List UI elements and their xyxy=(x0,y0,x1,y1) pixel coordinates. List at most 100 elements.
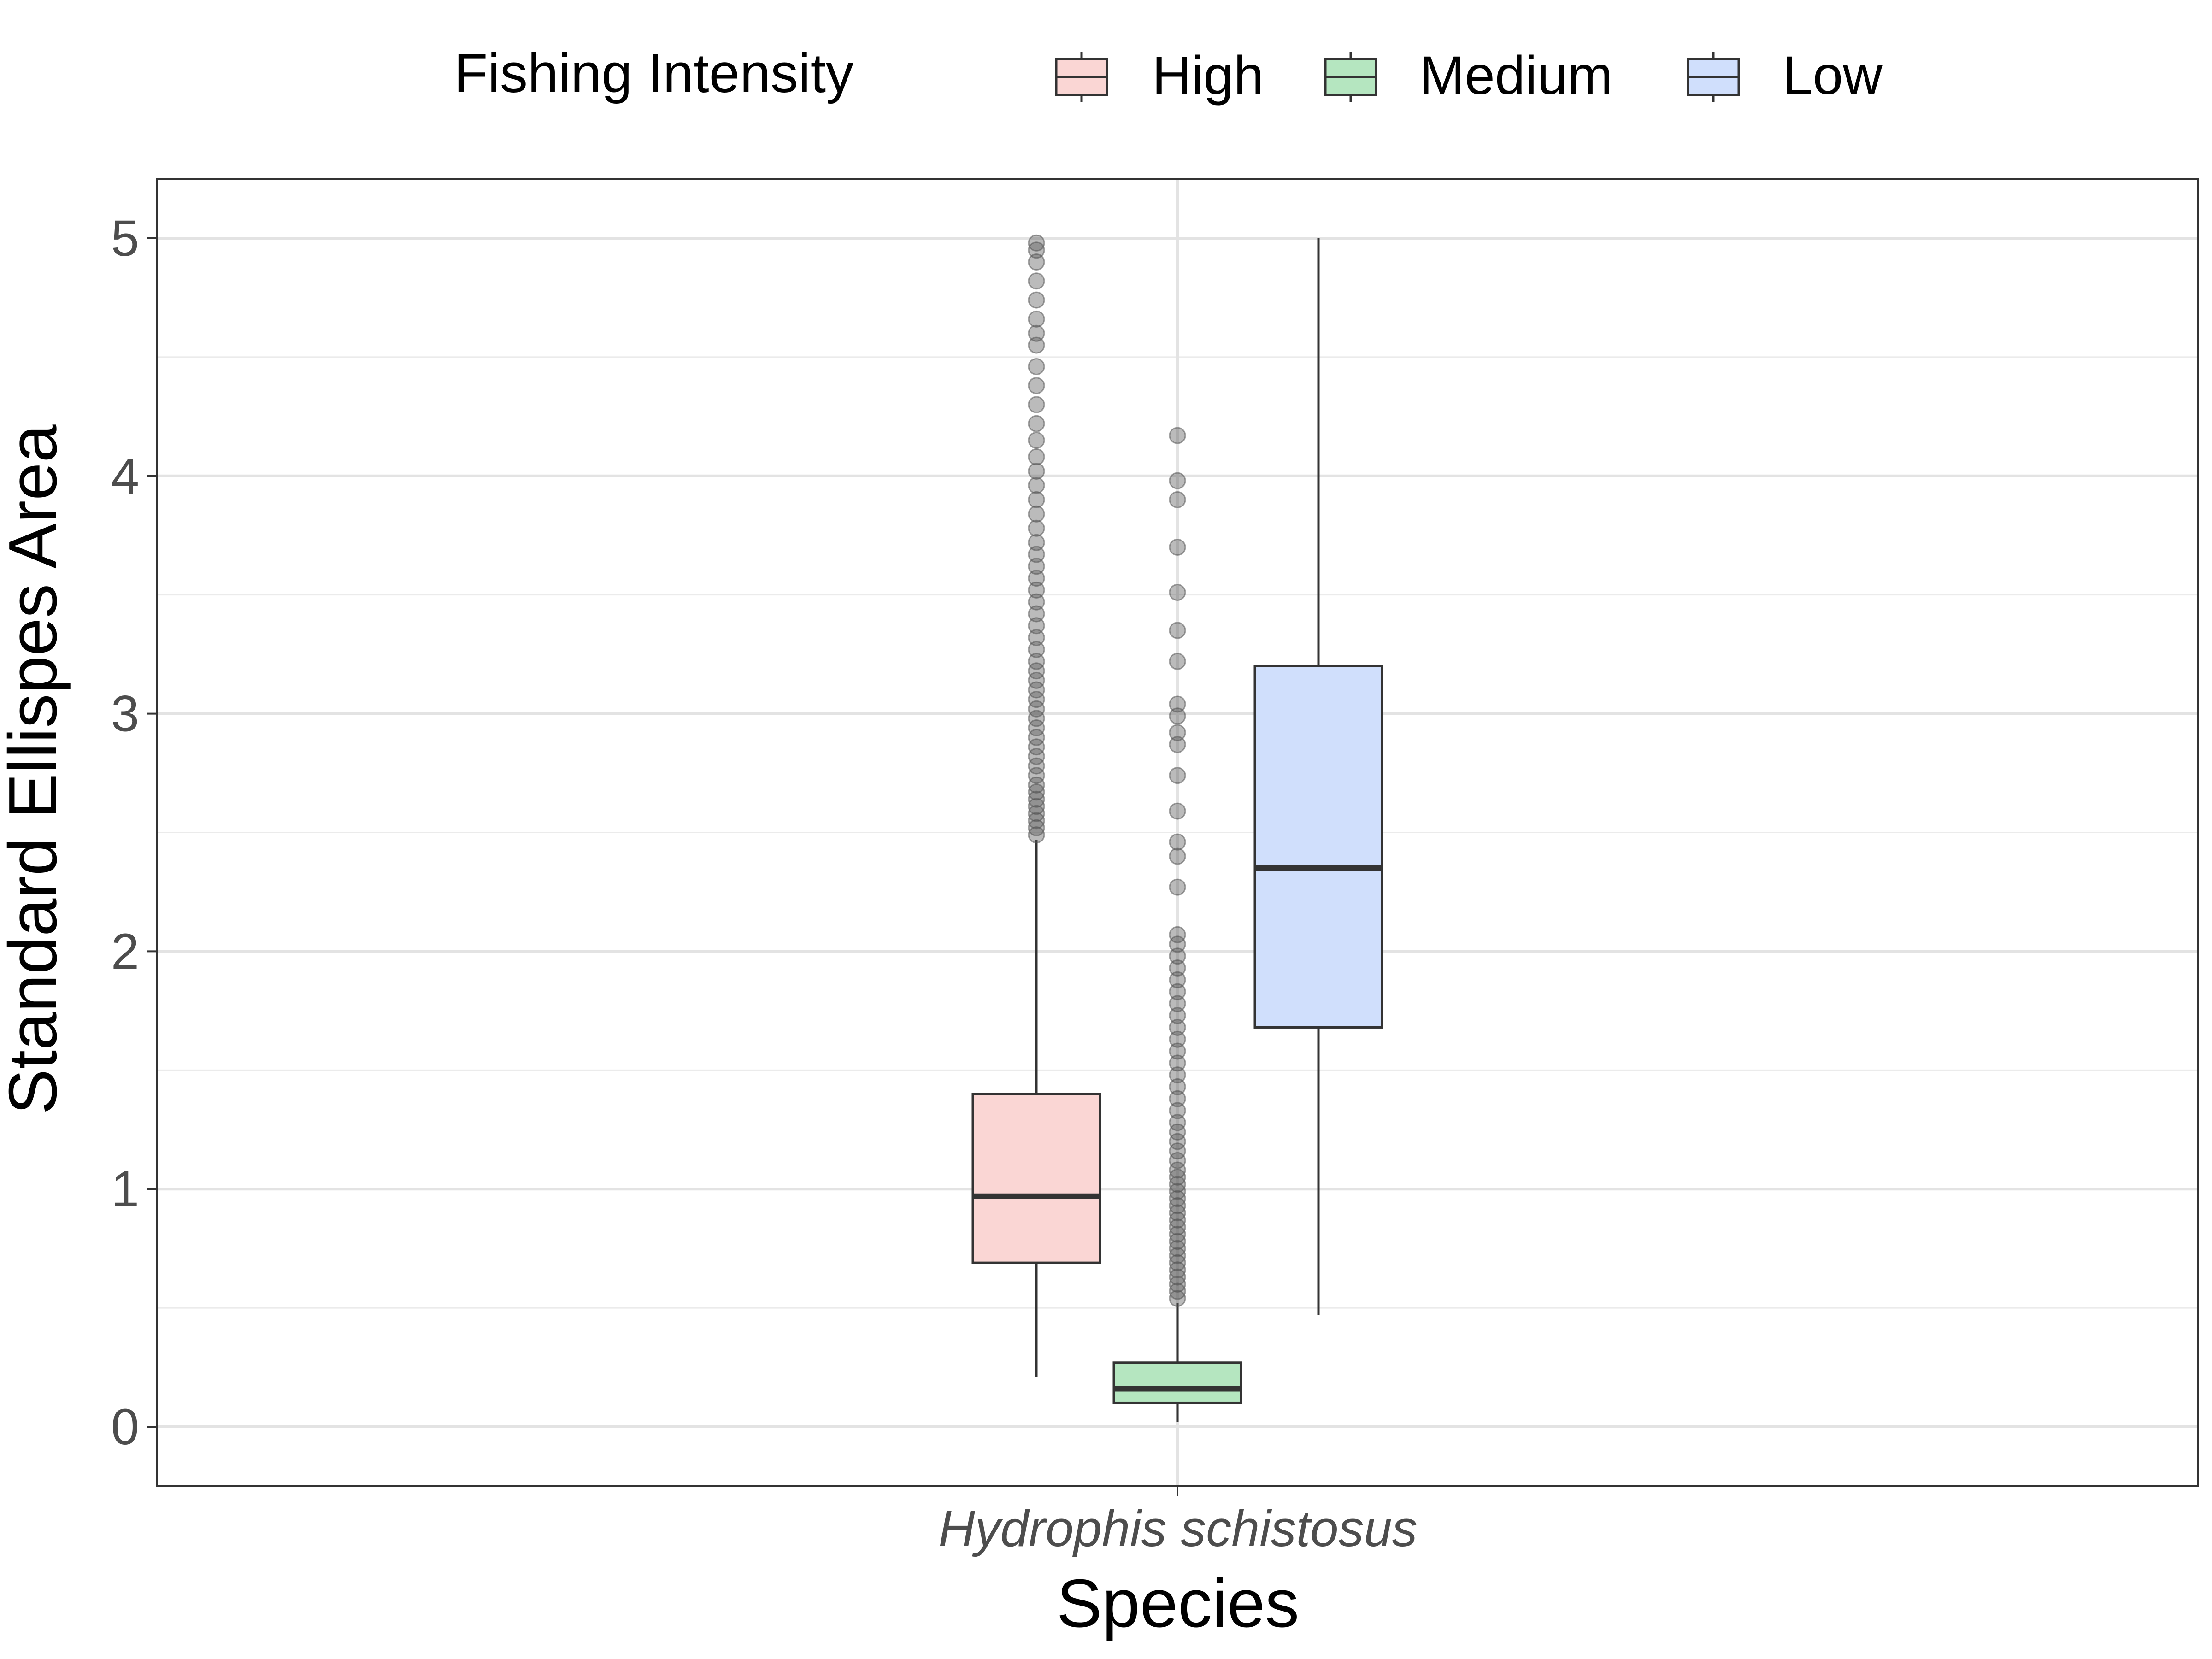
outlier-point xyxy=(1028,653,1045,670)
outlier-point xyxy=(1169,995,1186,1012)
outlier-point xyxy=(1028,505,1045,523)
box-low xyxy=(1253,238,1383,1315)
outlier-point xyxy=(1169,802,1186,820)
outlier-point xyxy=(1028,681,1045,699)
outlier-point xyxy=(1169,1261,1186,1279)
y-tick-label: 2 xyxy=(111,923,139,980)
box-series xyxy=(971,234,1383,1422)
outlier-point xyxy=(1028,767,1045,784)
outlier-point xyxy=(1169,1168,1186,1186)
outlier-point xyxy=(1028,272,1045,290)
outlier-point xyxy=(1028,415,1045,432)
outlier-point xyxy=(1169,1197,1186,1214)
outlier-point xyxy=(1169,878,1186,896)
plot-panel xyxy=(156,178,2199,1487)
outlier-point xyxy=(1169,1054,1186,1072)
outlier-point xyxy=(1169,959,1186,977)
x-tick-label-species: Hydrophis schistosus xyxy=(938,1500,1417,1557)
outlier-point xyxy=(1169,833,1186,851)
outlier-point xyxy=(1028,324,1045,342)
outlier-point xyxy=(1169,1161,1186,1179)
outlier-point xyxy=(1169,1290,1186,1307)
outlier-point xyxy=(1028,431,1045,449)
outlier-point xyxy=(1028,819,1045,836)
outlier-point xyxy=(1169,1190,1186,1207)
outlier-point xyxy=(1169,539,1186,556)
gridlines xyxy=(157,179,2198,1486)
outlier-point xyxy=(1028,700,1045,718)
outlier-point xyxy=(1169,1240,1186,1257)
outlier-point xyxy=(1028,662,1045,680)
outlier-point xyxy=(1169,1102,1186,1119)
legend: Fishing Intensity High Medium Low xyxy=(454,42,1883,106)
outlier-point xyxy=(1169,653,1186,670)
outlier-point xyxy=(1169,1204,1186,1222)
outlier-point xyxy=(1028,448,1045,466)
box-high xyxy=(971,234,1101,1377)
outlier-point xyxy=(1169,1152,1186,1169)
outlier-point xyxy=(1169,622,1186,639)
outlier-point xyxy=(1169,584,1186,601)
outlier-point xyxy=(1028,617,1045,635)
box-iqr xyxy=(1253,665,1383,1029)
outlier-point xyxy=(1028,358,1045,375)
y-tick-label: 5 xyxy=(111,210,139,267)
outlier-point xyxy=(1028,519,1045,537)
y-tick-label: 0 xyxy=(111,1399,139,1455)
outlier-point xyxy=(1169,1142,1186,1160)
outlier-point xyxy=(1169,1030,1186,1048)
outlier-point xyxy=(1028,570,1045,587)
outlier-point xyxy=(1169,491,1186,508)
outlier-point xyxy=(1028,710,1045,727)
outlier-point xyxy=(1028,291,1045,309)
legend-label-high: High xyxy=(1152,45,1264,106)
y-axis: 0 1 2 3 4 5 xyxy=(111,210,157,1455)
outlier-point xyxy=(1169,1090,1186,1107)
y-tick-label: 1 xyxy=(111,1161,139,1218)
outlier-point xyxy=(1169,736,1186,753)
outlier-point xyxy=(1169,767,1186,784)
outlier-point xyxy=(1028,776,1045,794)
outlier-point xyxy=(1169,1233,1186,1250)
outlier-point xyxy=(1169,1247,1186,1265)
outlier-point xyxy=(1028,336,1045,354)
outlier-point xyxy=(1028,691,1045,708)
outlier-point xyxy=(1028,790,1045,808)
outlier-point xyxy=(1028,812,1045,830)
box-iqr xyxy=(1112,1361,1242,1404)
legend-title: Fishing Intensity xyxy=(454,42,853,104)
outlier-point xyxy=(1169,695,1186,713)
outlier-point xyxy=(1028,738,1045,756)
outlier-point xyxy=(1169,1282,1186,1300)
outlier-point xyxy=(1028,671,1045,689)
outlier-point xyxy=(1169,971,1186,988)
outlier-point xyxy=(1169,707,1186,725)
box-iqr xyxy=(971,1093,1101,1264)
outlier-point xyxy=(1169,1078,1186,1095)
outlier-point xyxy=(1169,1018,1186,1036)
outlier-point xyxy=(1169,1268,1186,1286)
outlier-point xyxy=(1169,1066,1186,1084)
outlier-point xyxy=(1169,935,1186,953)
outlier-point xyxy=(1028,629,1045,647)
outlier-point xyxy=(1028,477,1045,494)
outlier-point xyxy=(1169,926,1186,943)
outlier-point xyxy=(1169,724,1186,741)
outlier-point xyxy=(1028,581,1045,599)
outlier-point xyxy=(1028,462,1045,480)
outlier-point xyxy=(1028,241,1045,259)
outlier-point xyxy=(1169,1276,1186,1293)
outlier-point xyxy=(1169,1123,1186,1141)
outlier-point xyxy=(1169,1114,1186,1131)
outlier-point xyxy=(1169,1211,1186,1229)
outlier-point xyxy=(1028,805,1045,822)
outlier-point xyxy=(1028,757,1045,775)
legend-key-high xyxy=(1055,52,1108,102)
outlier-point xyxy=(1169,1176,1186,1193)
outlier-point xyxy=(1028,377,1045,394)
outlier-point xyxy=(1169,427,1186,444)
outlier-point xyxy=(1028,253,1045,271)
legend-label-medium: Medium xyxy=(1419,45,1613,106)
outlier-point xyxy=(1169,1182,1186,1200)
outlier-point xyxy=(1028,641,1045,658)
